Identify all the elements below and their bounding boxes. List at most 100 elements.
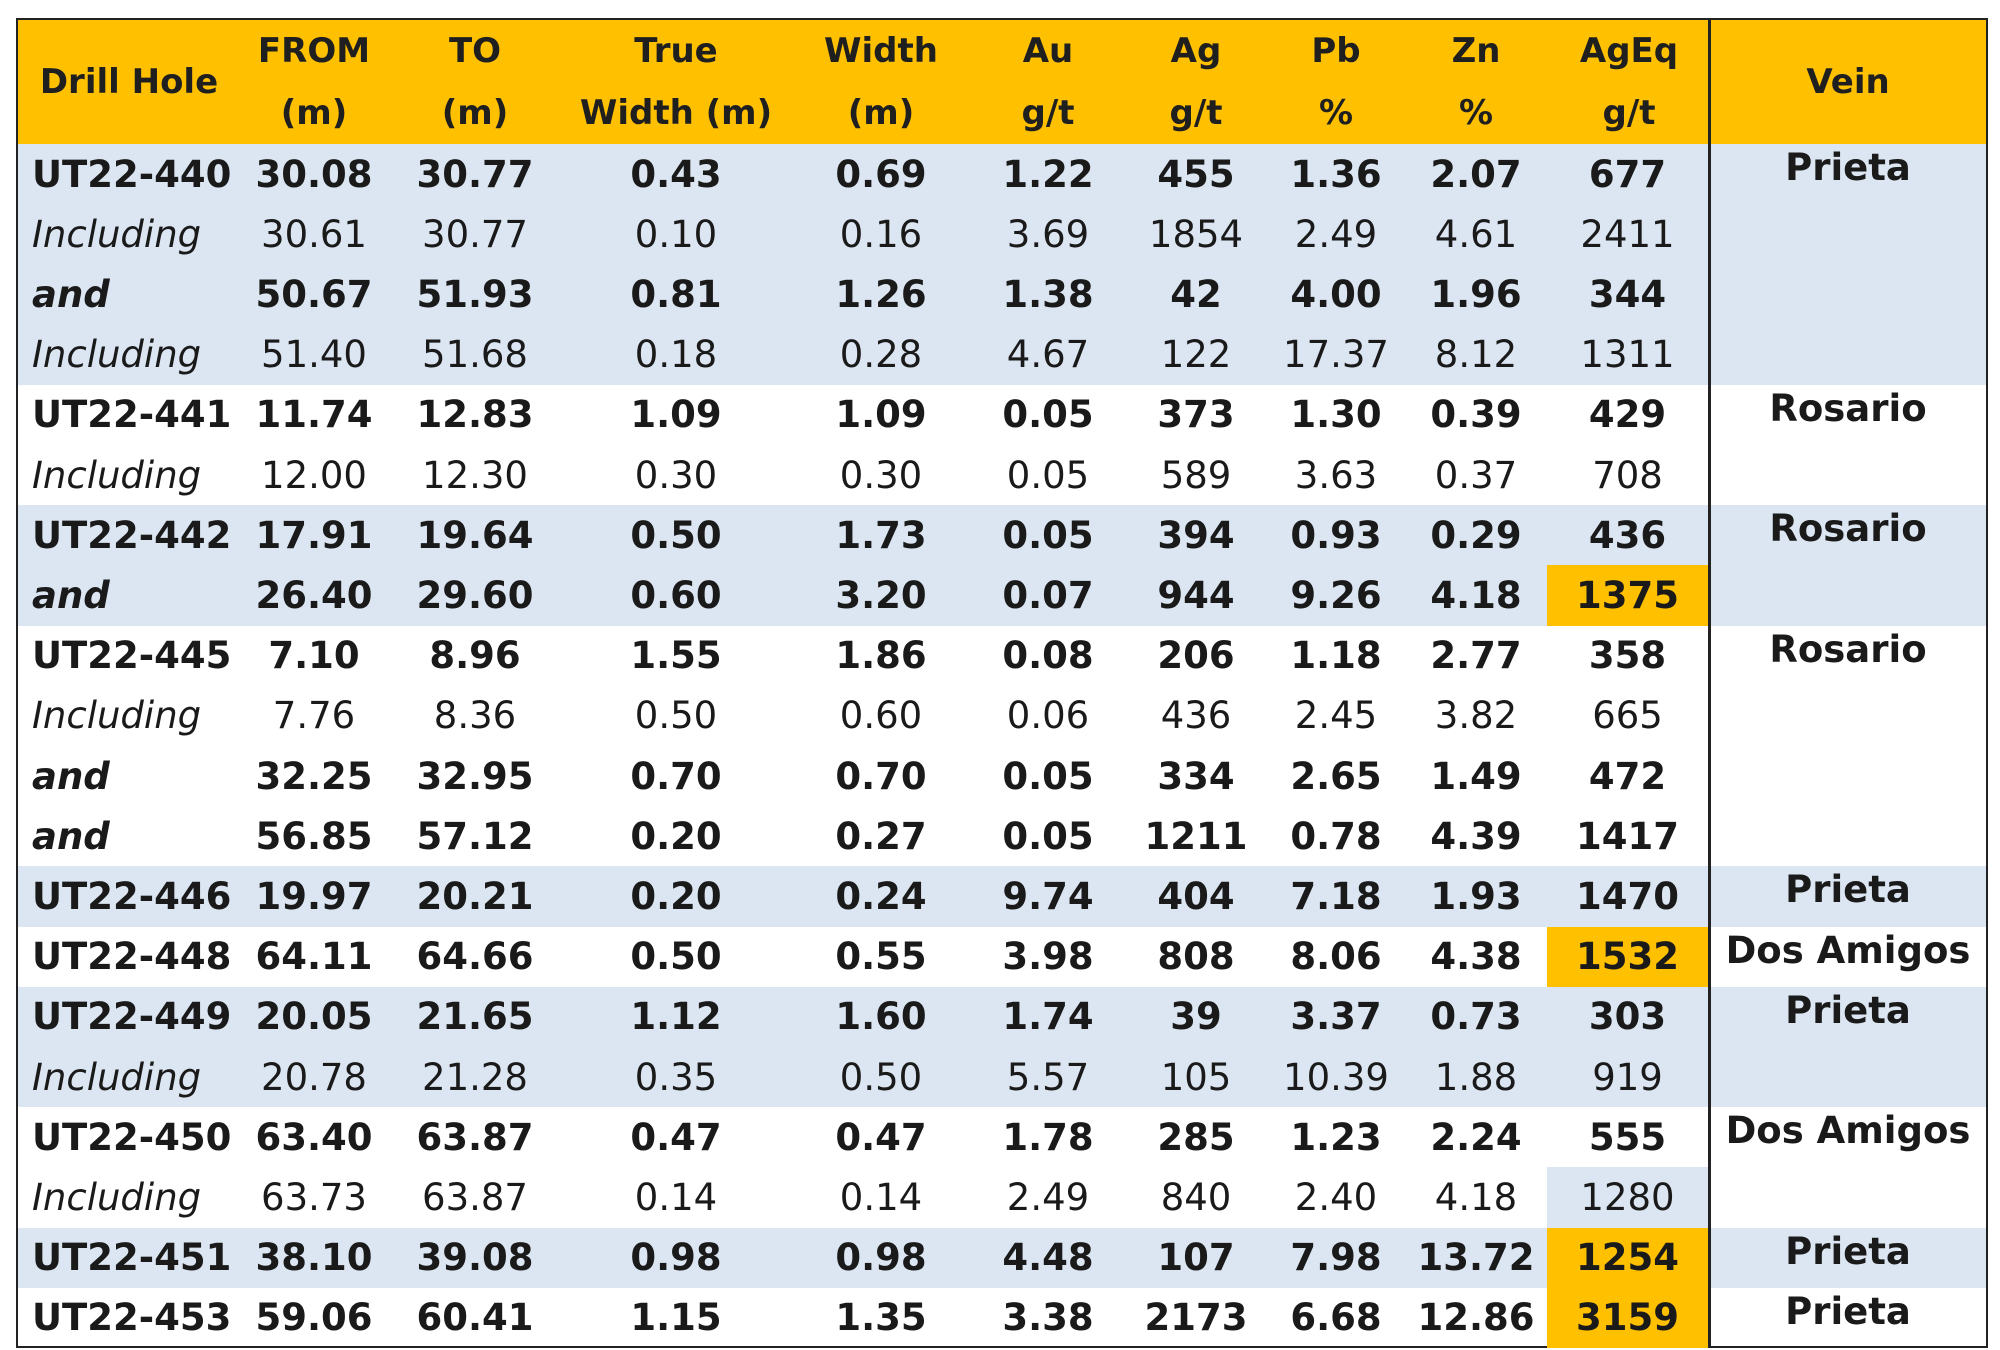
cell-width: 0.47 [835, 1115, 927, 1159]
cell-zn: 0.29 [1430, 513, 1522, 557]
cell-true-width: 0.18 [634, 333, 718, 377]
cell-width: 0.69 [835, 152, 927, 196]
cell-vein: Prieta [1785, 1289, 1911, 1333]
cell-to: 63.87 [416, 1115, 534, 1159]
cell-pb: 1.18 [1290, 634, 1382, 678]
cell-drill-hole: and [32, 573, 110, 617]
cell-from: 30.61 [261, 212, 367, 256]
cell-ag: 122 [1160, 333, 1232, 377]
cell-zn: 1.96 [1430, 272, 1522, 316]
cell-ageq: 677 [1588, 152, 1667, 196]
cell-drill-hole: UT22-440 [32, 152, 232, 196]
cell-zn: 4.38 [1430, 935, 1522, 979]
cell-from: 50.67 [255, 272, 373, 316]
cell-vein: Prieta [1785, 868, 1911, 912]
cell-drill-hole: and [32, 754, 110, 798]
cell-ag: 206 [1157, 634, 1235, 678]
cell-ag: 334 [1157, 754, 1235, 798]
cell-pb: 6.68 [1290, 1296, 1382, 1340]
table-row: and 56.85 57.12 0.20 0.27 0.05 1211 0.78 4.39 141… [18, 806, 1986, 866]
cell-ag: 436 [1160, 694, 1232, 738]
cell-width: 0.14 [839, 1175, 923, 1219]
table-row: and 26.40 29.60 0.60 3.20 0.07 944 9.26 4.18 1375 [18, 565, 1986, 627]
cell-ageq: 708 [1592, 453, 1663, 497]
cell-to: 21.65 [416, 995, 534, 1039]
cell-ageq: 665 [1592, 694, 1663, 738]
cell-from: 30.08 [255, 152, 373, 196]
table-row: UT22-440 30.08 30.77 0.43 0.69 1.22 455 1.36 2.0… [18, 144, 1986, 205]
cell-ageq: 919 [1592, 1055, 1663, 1099]
cell-au: 0.05 [1006, 453, 1090, 497]
cell-vein [1713, 1047, 1983, 1109]
cell-pb: 3.37 [1290, 995, 1382, 1039]
cell-ag: 840 [1160, 1175, 1232, 1219]
cell-from: 59.06 [255, 1296, 373, 1340]
cell-to: 30.77 [422, 212, 528, 256]
cell-vein [1713, 565, 1983, 627]
cell-width: 0.98 [835, 1236, 927, 1280]
cell-true-width: 0.20 [630, 874, 722, 918]
cell-ag: 105 [1160, 1055, 1232, 1099]
cell-true-width: 1.15 [630, 1296, 722, 1340]
table-row: and 50.67 51.93 0.81 1.26 1.38 42 4.00 1.96 344 [18, 264, 1986, 326]
header-vein: Vein [1713, 20, 1983, 144]
table-row: UT22-446 19.97 20.21 0.20 0.24 9.74 404 7.18 1.9… [18, 866, 1986, 927]
table-row: UT22-442 17.91 19.64 0.50 1.73 0.05 394 0.93 0.2… [18, 505, 1986, 566]
cell-ageq: 303 [1588, 995, 1667, 1039]
drill-results-table: UT22-440 30.08 30.77 0.43 0.69 1.22 455 1.36 2.0… [16, 18, 1988, 1348]
cell-au: 0.08 [1002, 634, 1094, 678]
cell-true-width: 1.12 [630, 995, 722, 1039]
cell-to: 12.83 [416, 393, 534, 437]
cell-true-width: 0.14 [634, 1175, 718, 1219]
header-zn-line1: Zn [1451, 31, 1501, 71]
header-from-line1: FROM [257, 31, 371, 71]
cell-zn: 2.77 [1430, 634, 1522, 678]
header-zn-line2: % [1458, 93, 1494, 133]
cell-ag: 2173 [1144, 1296, 1248, 1340]
cell-true-width: 0.98 [630, 1236, 722, 1280]
cell-width: 0.24 [835, 874, 927, 918]
header-true-width-line2: Width (m) [579, 93, 773, 133]
table-row: Including 12.00 12.30 0.30 0.30 0.05 589 3.63 0.… [18, 445, 1986, 505]
cell-ag: 107 [1157, 1236, 1235, 1280]
vein-column-divider [1708, 20, 1711, 1346]
cell-from: 56.85 [255, 814, 373, 858]
cell-to: 39.08 [416, 1236, 534, 1280]
cell-from: 63.73 [261, 1175, 367, 1219]
cell-drill-hole: UT22-446 [32, 874, 232, 918]
cell-pb: 2.49 [1294, 212, 1378, 256]
cell-vein: Prieta [1785, 988, 1911, 1032]
table-row: Including 63.73 63.87 0.14 0.14 2.49 840 2.40 4.… [18, 1167, 1986, 1229]
cell-au: 0.05 [1002, 754, 1094, 798]
header-drill-hole: Drill Hole [24, 20, 234, 144]
cell-drill-hole: UT22-448 [32, 935, 232, 979]
cell-ageq: 2411 [1580, 212, 1675, 256]
cell-ageq: 1470 [1576, 874, 1679, 918]
header-ag-line1: Ag [1170, 31, 1222, 71]
cell-ageq: 344 [1588, 272, 1667, 316]
cell-width: 0.55 [835, 935, 927, 979]
cell-from: 12.00 [261, 453, 367, 497]
cell-ageq: 1254 [1547, 1227, 1708, 1288]
table-row: Including 30.61 30.77 0.10 0.16 3.69 1854 2.49 4… [18, 204, 1986, 265]
cell-drill-hole: Including [32, 212, 202, 256]
cell-au: 1.38 [1002, 272, 1094, 316]
cell-ag: 808 [1157, 935, 1235, 979]
cell-pb: 0.93 [1290, 513, 1382, 557]
cell-to: 29.60 [416, 573, 534, 617]
table-row: Including 20.78 21.28 0.35 0.50 5.57 105 10.39 1… [18, 1047, 1986, 1109]
cell-au: 2.49 [1006, 1175, 1090, 1219]
cell-from: 20.78 [261, 1055, 367, 1099]
cell-vein [1713, 1167, 1983, 1229]
cell-zn: 3.82 [1434, 694, 1518, 738]
header-true-width-line1: True [634, 31, 718, 71]
cell-to: 64.66 [416, 935, 534, 979]
cell-from: 17.91 [255, 513, 373, 557]
cell-pb: 7.18 [1290, 874, 1382, 918]
cell-true-width: 0.30 [634, 453, 718, 497]
cell-zn: 4.39 [1430, 814, 1522, 858]
header-pb-line2: % [1318, 93, 1354, 133]
cell-vein [1713, 264, 1983, 326]
cell-ag: 373 [1157, 393, 1235, 437]
cell-true-width: 0.50 [630, 935, 722, 979]
